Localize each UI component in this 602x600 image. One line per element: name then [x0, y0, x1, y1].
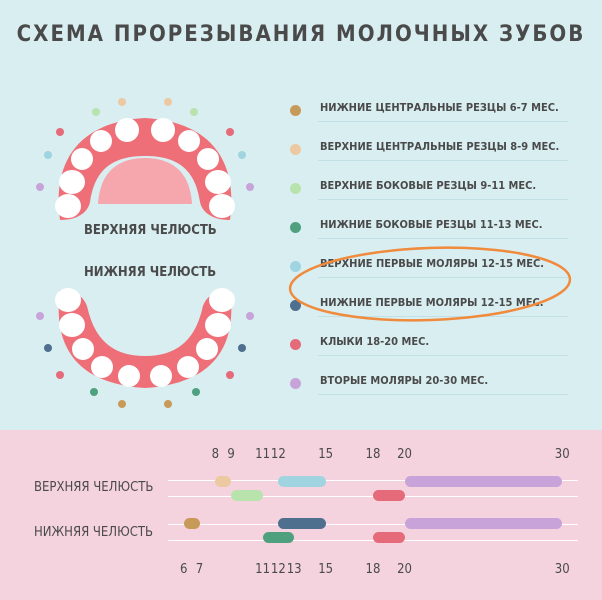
legend-divider	[318, 277, 568, 278]
upper-track-line	[168, 480, 578, 481]
legend-color-dot	[290, 261, 301, 272]
legend-color-dot	[290, 339, 301, 350]
legend-divider	[318, 316, 568, 317]
lower-tick-label: 20	[397, 562, 412, 577]
upper-tick-label: 8	[211, 447, 220, 462]
upper-bar-0	[215, 476, 232, 487]
legend-color-dot	[290, 183, 301, 194]
legend-label: ВЕРХНИЕ ПЕРВЫЕ МОЛЯРЫ 12-15 МЕС.	[320, 257, 545, 270]
lower-jaw-label: НИЖНЯЯ ЧЕЛЮСТЬ	[84, 265, 217, 280]
legend-divider	[318, 199, 568, 200]
upper-tick-label: 20	[397, 447, 412, 462]
legend-item: НИЖНИЕ ПЕРВЫЕ МОЛЯРЫ 12-15 МЕС.	[290, 294, 570, 318]
lower-tick-label: 6	[180, 562, 188, 577]
legend-item: НИЖНИЕ БОКОВЫЕ РЕЗЦЫ 11-13 МЕС.	[290, 216, 570, 240]
timeline-lower-label: НИЖНЯЯ ЧЕЛЮСТЬ	[34, 525, 154, 540]
timeline-upper-label: ВЕРХНЯЯ ЧЕЛЮСТЬ	[34, 480, 154, 495]
page-title: СХЕМА ПРОРЕЗЫВАНИЯ МОЛОЧНЫХ ЗУБОВ	[16, 22, 586, 47]
legend-item: ВЕРХНИЕ БОКОВЫЕ РЕЗЦЫ 9-11 МЕС.	[290, 177, 570, 201]
lower-tick-label: 30	[554, 562, 570, 577]
upper-jaw-illustration	[36, 98, 254, 220]
upper-bar-1	[231, 490, 263, 501]
upper-jaw-label: ВЕРХНЯЯ ЧЕЛЮСТЬ	[84, 223, 217, 238]
legend-divider	[318, 160, 568, 161]
lower-tick-label: 18	[365, 562, 381, 577]
legend-item: ВЕРХНИЕ ЦЕНТРАЛЬНЫЕ РЕЗЦЫ 8-9 МЕС.	[290, 138, 570, 162]
legend-item: ВТОРЫЕ МОЛЯРЫ 20-30 МЕС.	[290, 372, 570, 396]
legend-label: КЛЫКИ 18-20 МЕС.	[320, 335, 430, 348]
lower-tick-label: 13	[286, 562, 302, 577]
upper-bar-4	[404, 476, 563, 487]
upper-tick-label: 18	[365, 447, 381, 462]
legend-label: ВЕРХНИЕ ЦЕНТРАЛЬНЫЕ РЕЗЦЫ 8-9 МЕС.	[320, 140, 560, 153]
timeline-panel	[0, 430, 602, 600]
lower-bar-3	[373, 532, 405, 543]
upper-jaw-teeth	[55, 118, 235, 218]
lower-jaw-teeth	[55, 288, 235, 387]
lower-tick-label: 7	[195, 562, 204, 577]
legend-label: НИЖНИЕ БОКОВЫЕ РЕЗЦЫ 11-13 МЕС.	[320, 218, 543, 231]
upper-jaw-dots	[36, 98, 254, 191]
highlight-ellipse	[288, 246, 572, 322]
legend-label: ВЕРХНИЕ БОКОВЫЕ РЕЗЦЫ 9-11 МЕС.	[320, 179, 537, 192]
legend-label: НИЖНИЕ ПЕРВЫЕ МОЛЯРЫ 12-15 МЕС.	[320, 296, 544, 309]
legend-label: ВТОРЫЕ МОЛЯРЫ 20-30 МЕС.	[320, 374, 489, 387]
upper-bar-2	[278, 476, 326, 487]
legend-divider	[318, 394, 568, 395]
legend-color-dot	[290, 300, 301, 311]
lower-bar-2	[278, 518, 326, 529]
legend-item: НИЖНИЕ ЦЕНТРАЛЬНЫЕ РЕЗЦЫ 6-7 МЕС.	[290, 99, 570, 123]
legend-item: ВЕРХНИЕ ПЕРВЫЕ МОЛЯРЫ 12-15 МЕС.	[290, 255, 570, 279]
upper-tick-label: 9	[227, 447, 235, 462]
lower-bar-1	[262, 532, 295, 543]
upper-tick-label: 30	[554, 447, 570, 462]
legend-color-dot	[290, 105, 301, 116]
legend-item: КЛЫКИ 18-20 МЕС.	[290, 333, 570, 357]
lower-jaw-dots	[36, 312, 254, 408]
lower-tick-label: 11	[255, 562, 271, 577]
legend-label: НИЖНИЕ ЦЕНТРАЛЬНЫЕ РЕЗЦЫ 6-7 МЕС.	[320, 101, 559, 114]
legend-divider	[318, 121, 568, 122]
legend-divider	[318, 355, 568, 356]
legend-color-dot	[290, 144, 301, 155]
lower-bar-0	[183, 518, 200, 529]
lower-tick-label: 12	[270, 562, 286, 577]
upper-jaw-palate	[98, 158, 192, 204]
lower-jaw-illustration	[36, 288, 254, 408]
legend-divider	[318, 238, 568, 239]
upper-bar-3	[373, 490, 405, 501]
lower-tick-label: 15	[318, 562, 334, 577]
upper-tick-label: 15	[318, 447, 334, 462]
legend-color-dot	[290, 378, 301, 389]
upper-tick-label: 12	[270, 447, 286, 462]
lower-bar-4	[404, 518, 563, 529]
upper-tick-label: 11	[255, 447, 271, 462]
legend-color-dot	[290, 222, 301, 233]
lower-track-line	[168, 524, 578, 525]
